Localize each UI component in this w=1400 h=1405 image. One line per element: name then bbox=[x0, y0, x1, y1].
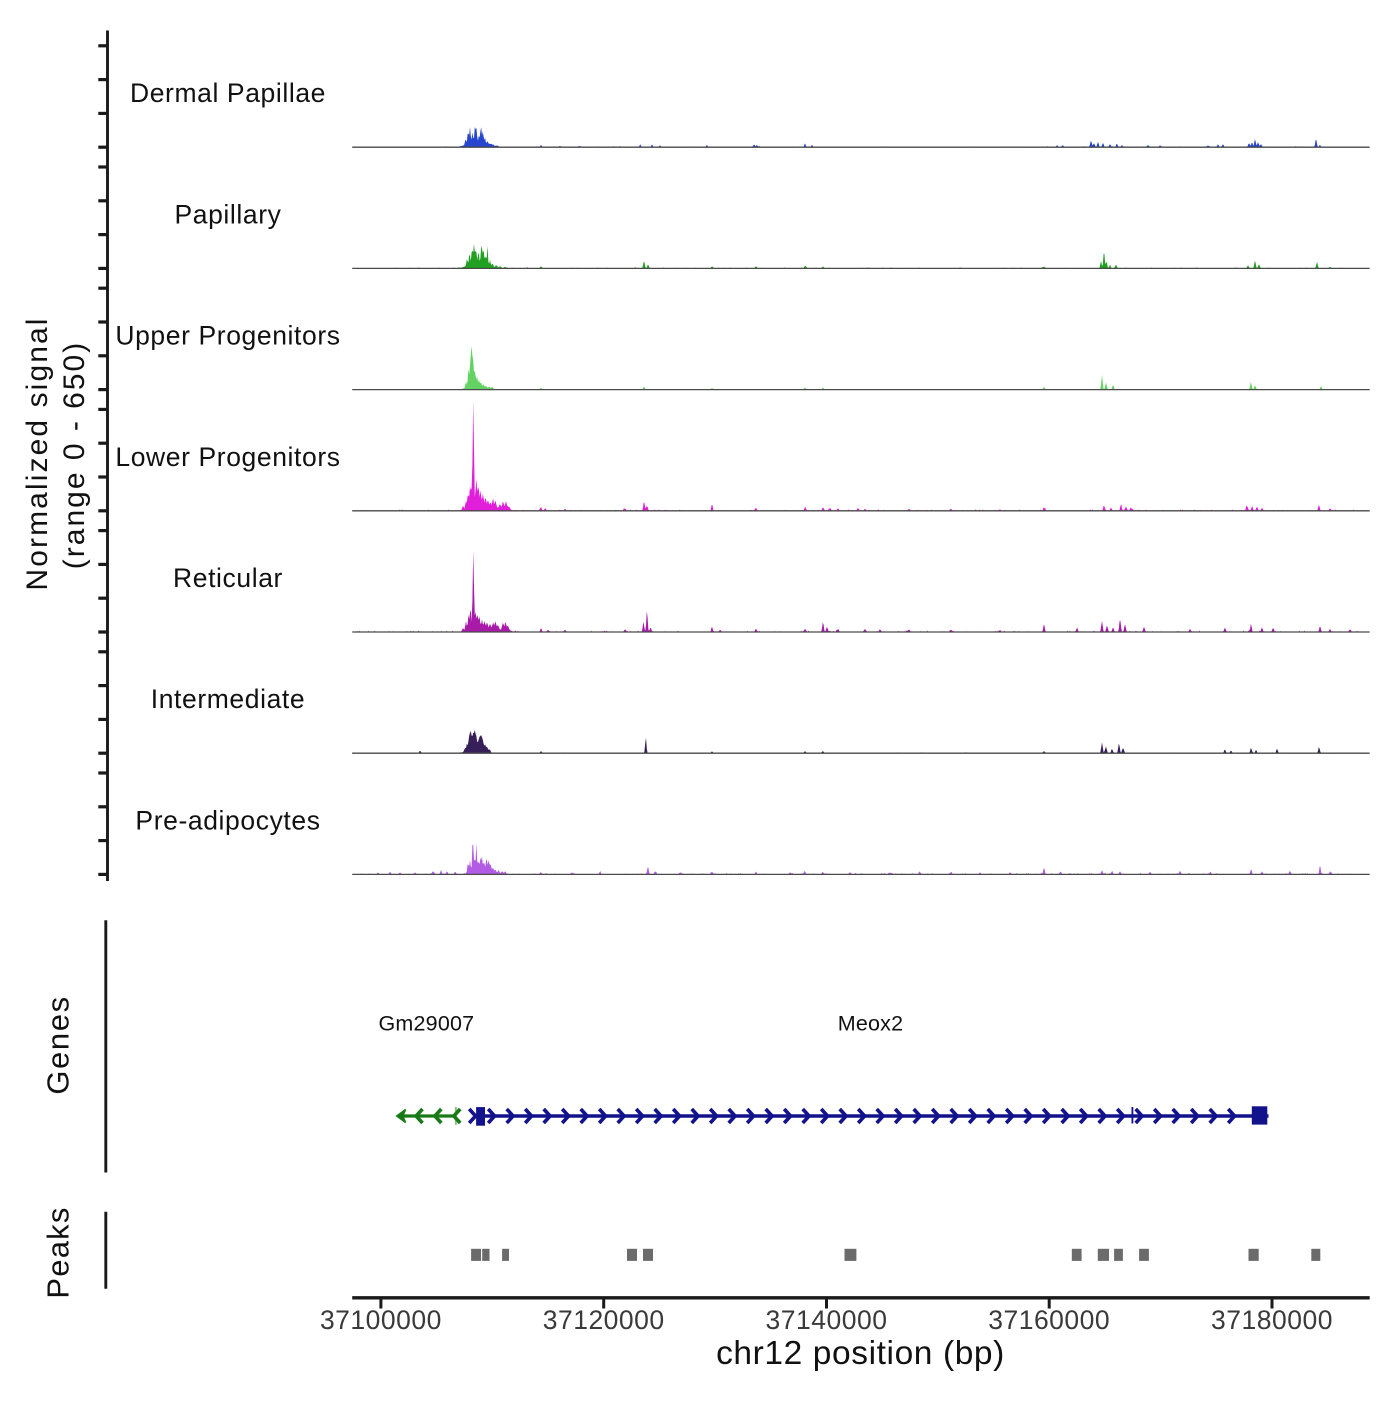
svg-text:Pre-adipocytes: Pre-adipocytes bbox=[135, 805, 320, 835]
svg-text:37180000: 37180000 bbox=[1211, 1305, 1333, 1335]
svg-text:37120000: 37120000 bbox=[543, 1305, 665, 1335]
svg-text:Papillary: Papillary bbox=[174, 199, 281, 229]
svg-text:Gm29007: Gm29007 bbox=[378, 1012, 474, 1036]
svg-text:Dermal Papillae: Dermal Papillae bbox=[130, 78, 326, 108]
svg-text:Lower Progenitors: Lower Progenitors bbox=[115, 442, 340, 472]
svg-text:37160000: 37160000 bbox=[988, 1305, 1110, 1335]
svg-text:(range 0 - 650): (range 0 - 650) bbox=[58, 341, 91, 569]
svg-text:chr12 position (bp): chr12 position (bp) bbox=[716, 1335, 1005, 1372]
svg-text:Peaks: Peaks bbox=[41, 1206, 76, 1298]
svg-text:Meox2: Meox2 bbox=[838, 1012, 904, 1036]
svg-text:Intermediate: Intermediate bbox=[151, 684, 306, 714]
svg-text:37100000: 37100000 bbox=[320, 1305, 442, 1335]
svg-text:37140000: 37140000 bbox=[766, 1305, 888, 1335]
svg-text:Upper Progenitors: Upper Progenitors bbox=[115, 321, 340, 351]
svg-text:Normalized signal: Normalized signal bbox=[21, 316, 54, 590]
svg-text:Reticular: Reticular bbox=[173, 563, 283, 593]
svg-text:Genes: Genes bbox=[41, 995, 76, 1094]
